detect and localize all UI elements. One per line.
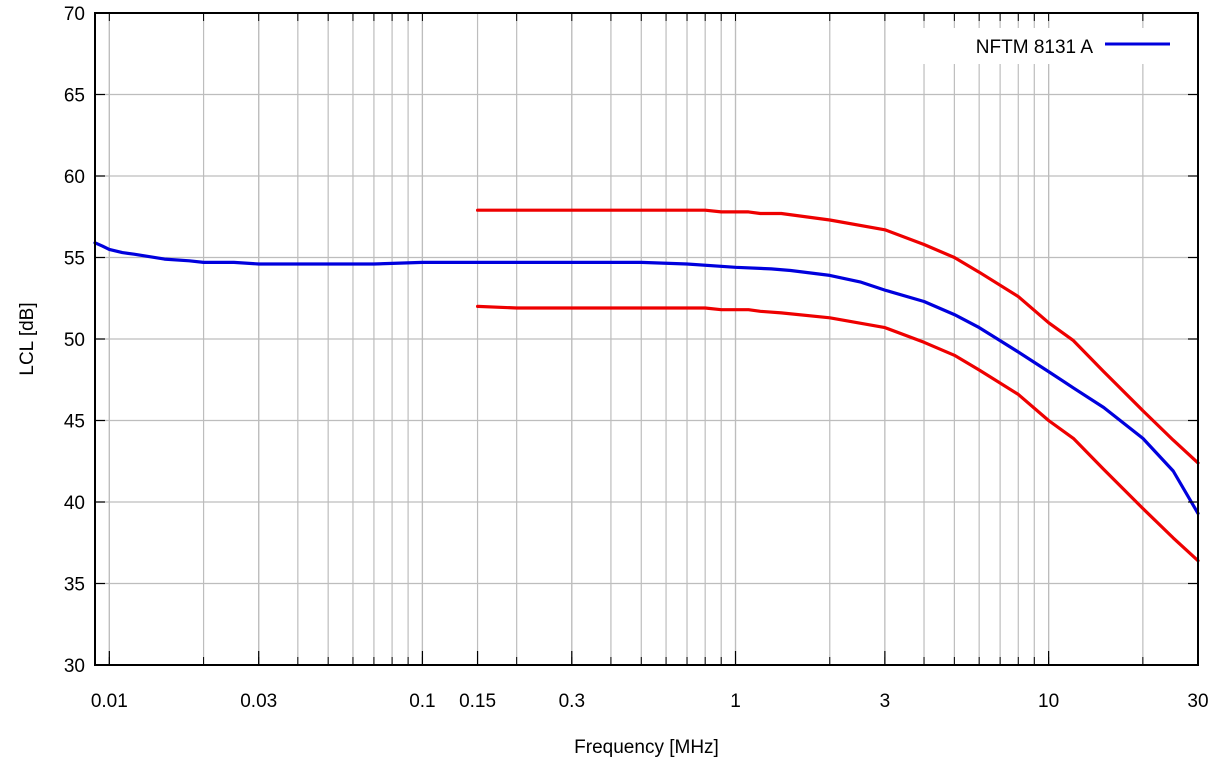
x-axis-title: Frequency [MHz] <box>574 737 719 758</box>
x-tick-label: 1 <box>730 691 741 712</box>
series-line-upper-limit <box>476 208 1200 465</box>
y-tick-label: 45 <box>64 412 85 433</box>
x-tick-label: 0.01 <box>91 691 128 712</box>
x-tick-label: 10 <box>1038 691 1059 712</box>
series-line-measurement <box>93 241 1200 516</box>
grid <box>94 12 1199 666</box>
y-tick-label: 40 <box>64 493 85 514</box>
series-line-lower-limit <box>476 304 1200 563</box>
x-tick-label: 3 <box>880 691 891 712</box>
x-tick-label: 0.15 <box>459 691 496 712</box>
y-tick-label: 35 <box>64 575 85 596</box>
legend-label: NFTM 8131 A <box>976 37 1094 58</box>
x-tick-label: 0.3 <box>559 691 585 712</box>
x-tick-label: 0.03 <box>240 691 277 712</box>
legend-background <box>920 28 1180 64</box>
y-tick-label: 50 <box>64 330 85 351</box>
y-tick-label: 30 <box>64 656 85 677</box>
y-tick-label: 65 <box>64 86 85 107</box>
series-layer <box>93 208 1200 563</box>
x-tick-label: 30 <box>1187 691 1208 712</box>
y-tick-label: 55 <box>64 249 85 270</box>
legend: NFTM 8131 A <box>920 28 1180 64</box>
axes: 0.01 0.03 0.1 0.15 0.3 1 3 10 30 30 35 40 45 50 55 60 65… <box>64 4 1209 712</box>
y-tick-label: 70 <box>64 4 85 25</box>
y-axis-title: LCL [dB] <box>17 302 38 375</box>
y-tick-label: 60 <box>64 167 85 188</box>
x-tick-label: 0.1 <box>409 691 435 712</box>
